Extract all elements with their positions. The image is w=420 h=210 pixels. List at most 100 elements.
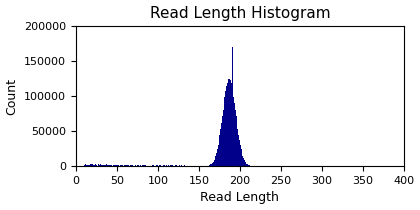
Bar <box>239 140 240 166</box>
Bar <box>234 103 235 166</box>
Bar <box>142 165 143 166</box>
Bar <box>107 165 108 166</box>
Bar <box>113 165 114 166</box>
Bar <box>99 165 100 166</box>
Bar <box>185 165 186 166</box>
Bar <box>125 165 126 166</box>
Bar <box>237 129 238 166</box>
Bar <box>154 165 155 166</box>
Bar <box>171 165 172 166</box>
Bar <box>102 165 103 166</box>
Bar <box>249 165 250 166</box>
Bar <box>175 165 176 166</box>
Bar <box>170 165 171 166</box>
Bar <box>209 165 210 166</box>
Bar <box>248 165 249 166</box>
Bar <box>158 165 159 166</box>
Bar <box>210 164 211 166</box>
Bar <box>91 164 92 166</box>
Bar <box>225 91 226 166</box>
Bar <box>90 164 91 166</box>
Bar <box>184 165 185 166</box>
Bar <box>173 165 174 166</box>
Bar <box>220 129 221 166</box>
Bar <box>183 165 184 166</box>
Bar <box>96 165 97 166</box>
Bar <box>132 165 133 166</box>
Bar <box>219 135 220 166</box>
Bar <box>176 165 177 166</box>
Bar <box>157 165 158 166</box>
Bar <box>221 123 222 166</box>
Bar <box>247 164 248 166</box>
Bar <box>144 165 145 166</box>
Bar <box>94 165 95 166</box>
Bar <box>131 165 132 166</box>
Bar <box>117 165 118 166</box>
Bar <box>133 165 134 166</box>
Bar <box>245 162 246 166</box>
Bar <box>246 163 247 166</box>
Bar <box>224 97 225 166</box>
Bar <box>136 165 137 166</box>
Bar <box>244 160 245 166</box>
Bar <box>172 165 173 166</box>
Bar <box>140 165 141 166</box>
Bar <box>110 165 111 166</box>
Bar <box>116 165 117 166</box>
Bar <box>233 47 234 166</box>
Bar <box>138 165 139 166</box>
Bar <box>88 165 89 166</box>
Bar <box>127 165 128 166</box>
Bar <box>163 165 164 166</box>
Bar <box>212 163 213 166</box>
X-axis label: Read Length: Read Length <box>200 192 279 205</box>
Bar <box>123 165 124 166</box>
Bar <box>226 87 227 166</box>
Bar <box>179 165 180 166</box>
Bar <box>231 83 232 166</box>
Bar <box>222 116 223 166</box>
Bar <box>159 165 160 166</box>
Bar <box>166 165 167 166</box>
Bar <box>160 165 161 166</box>
Bar <box>243 158 244 166</box>
Bar <box>118 165 119 166</box>
Bar <box>111 165 112 166</box>
Bar <box>218 140 219 166</box>
Bar <box>85 164 86 166</box>
Bar <box>215 156 216 166</box>
Bar <box>135 165 136 166</box>
Bar <box>153 165 154 166</box>
Bar <box>126 165 127 166</box>
Bar <box>98 164 99 166</box>
Bar <box>130 165 131 166</box>
Bar <box>238 135 239 166</box>
Bar <box>150 165 151 166</box>
Bar <box>236 123 237 166</box>
Bar <box>223 103 224 166</box>
Bar <box>242 156 243 166</box>
Bar <box>86 165 87 166</box>
Bar <box>156 165 157 166</box>
Bar <box>92 164 93 166</box>
Bar <box>104 165 105 166</box>
Bar <box>124 165 125 166</box>
Bar <box>120 165 121 166</box>
Bar <box>241 153 242 166</box>
Bar <box>109 165 110 166</box>
Bar <box>103 165 104 166</box>
Bar <box>232 47 233 166</box>
Bar <box>97 165 98 166</box>
Bar <box>89 165 90 166</box>
Bar <box>148 165 149 166</box>
Bar <box>106 164 107 166</box>
Bar <box>143 165 144 166</box>
Bar <box>216 153 217 166</box>
Bar <box>129 165 130 166</box>
Bar <box>108 165 109 166</box>
Bar <box>181 165 182 166</box>
Bar <box>121 165 122 166</box>
Bar <box>168 165 169 166</box>
Bar <box>182 165 183 166</box>
